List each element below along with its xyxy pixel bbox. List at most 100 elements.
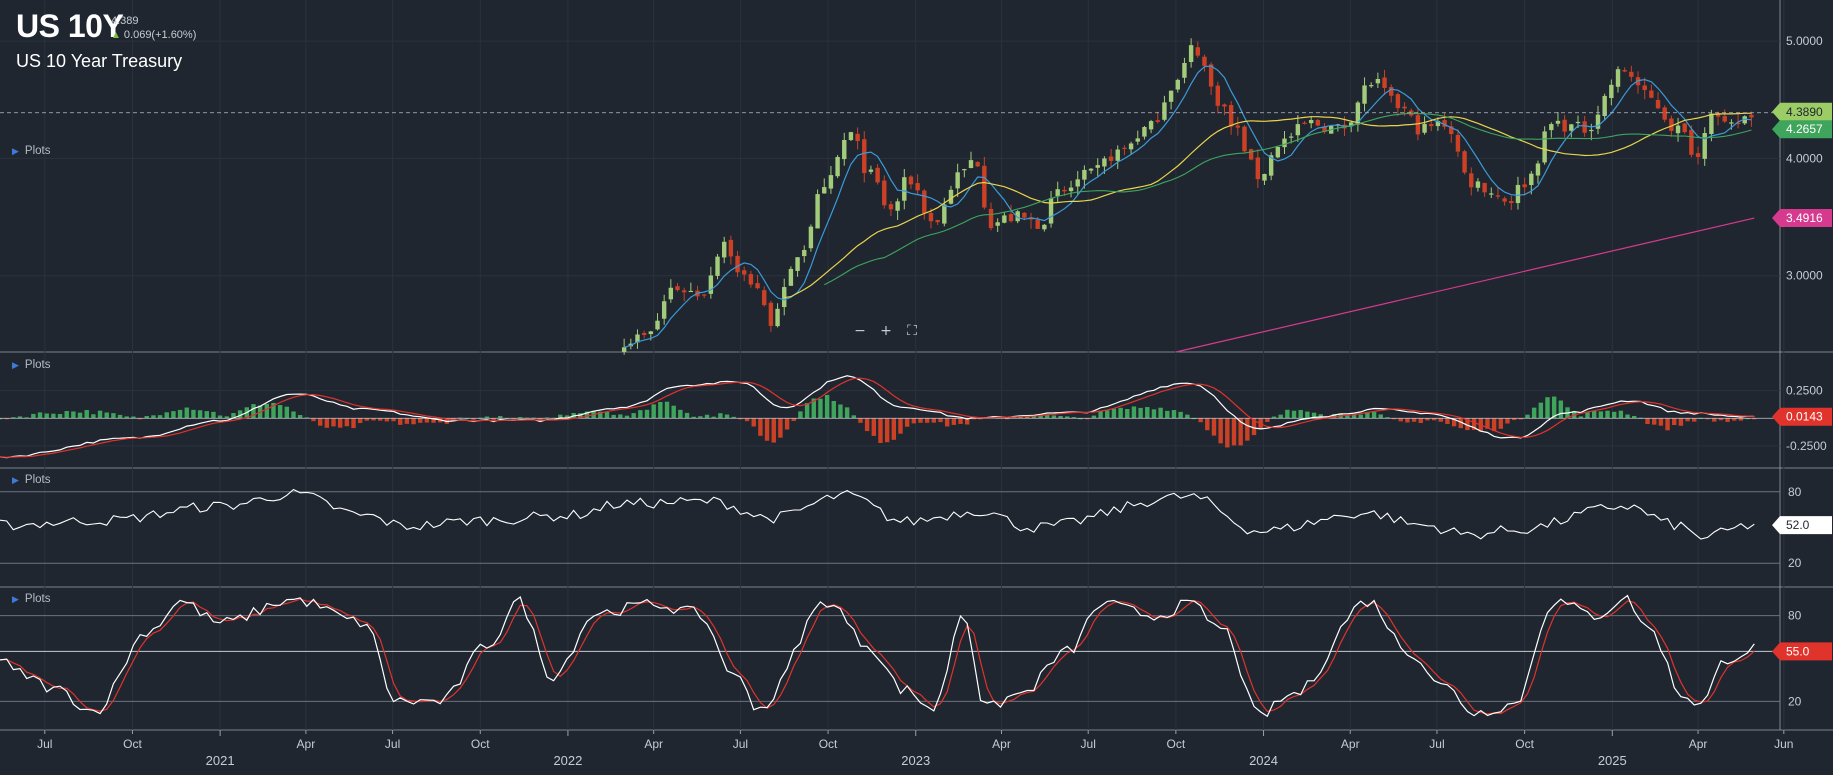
plots-toggle-stochastic[interactable]: ▶ Plots bbox=[12, 593, 51, 605]
candle-up bbox=[1515, 184, 1521, 204]
macd-histogram-bar bbox=[411, 418, 416, 425]
macd-histogram-bar bbox=[1672, 418, 1677, 426]
x-axis-month-label: Oct bbox=[1515, 737, 1534, 751]
macd-histogram-bar bbox=[4, 418, 9, 420]
macd-histogram-bar bbox=[378, 418, 383, 421]
ma-long-price-label: 3.4916 bbox=[1786, 211, 1823, 225]
candle-down bbox=[1382, 77, 1387, 88]
fullscreen-button[interactable]: ⛶ bbox=[907, 323, 917, 339]
candle-down bbox=[1469, 173, 1474, 188]
x-axis-month-label: Jul bbox=[733, 737, 748, 751]
candle-down bbox=[1242, 126, 1247, 152]
macd-histogram-bar bbox=[1665, 418, 1670, 431]
macd-histogram-bar bbox=[1538, 402, 1544, 419]
macd-histogram-bar bbox=[484, 416, 490, 419]
macd-histogram-bar bbox=[237, 410, 243, 419]
x-axis-year-label: 2025 bbox=[1598, 753, 1627, 768]
macd-histogram-bar bbox=[1752, 418, 1757, 420]
zoom-out-button[interactable]: − bbox=[854, 323, 866, 339]
candle-down bbox=[1415, 115, 1421, 135]
macd-histogram-bar bbox=[1111, 408, 1117, 419]
candle-down bbox=[1322, 126, 1327, 132]
candle-up bbox=[1162, 102, 1167, 120]
plots-toggle-macd[interactable]: ▶ Plots bbox=[12, 359, 51, 371]
macd-histogram-bar bbox=[1725, 418, 1730, 422]
candle-up bbox=[1148, 121, 1154, 130]
candle-up bbox=[1088, 168, 1094, 171]
candle-down bbox=[1122, 147, 1127, 150]
plots-toggle-price[interactable]: ▶ Plots bbox=[12, 145, 51, 157]
macd-histogram-bar bbox=[11, 417, 16, 419]
candle-up bbox=[1095, 165, 1100, 168]
candle-down bbox=[1642, 85, 1647, 91]
price-axis-tick: 3.0000 bbox=[1786, 269, 1823, 283]
candle-up bbox=[1542, 131, 1547, 163]
macd-histogram-bar bbox=[658, 401, 663, 419]
candle-up bbox=[1575, 121, 1581, 124]
macd-histogram-bar bbox=[1198, 418, 1203, 423]
candle-up bbox=[1435, 121, 1441, 127]
macd-histogram-bar bbox=[744, 418, 750, 422]
macd-histogram-bar bbox=[1171, 410, 1177, 419]
candle-down bbox=[928, 213, 934, 222]
candle-down bbox=[982, 165, 987, 208]
candle-up bbox=[1362, 85, 1367, 104]
candle-up bbox=[721, 241, 727, 258]
macd-histogram-bar bbox=[624, 415, 630, 419]
macd-histogram-bar bbox=[1085, 418, 1090, 420]
macd-histogram-bar bbox=[164, 412, 169, 419]
macd-histogram-bar bbox=[1451, 418, 1457, 427]
macd-histogram-bar bbox=[31, 413, 36, 419]
macd-histogram-bar bbox=[1318, 414, 1323, 419]
zoom-in-button[interactable]: + bbox=[880, 323, 892, 339]
macd-histogram-bar bbox=[904, 418, 910, 427]
x-axis-month-label: Jul bbox=[37, 737, 52, 751]
x-axis-month-label: Oct bbox=[819, 737, 838, 751]
macd-histogram-bar bbox=[1391, 418, 1397, 420]
candle-down bbox=[1662, 107, 1667, 120]
macd-histogram-bar bbox=[1692, 418, 1697, 422]
macd-histogram-bar bbox=[1645, 418, 1650, 425]
candle-up bbox=[1702, 133, 1707, 159]
macd-histogram-bar bbox=[131, 416, 136, 419]
macd-histogram-bar bbox=[818, 398, 823, 419]
plots-toggle-rsi[interactable]: ▶ Plots bbox=[12, 474, 51, 486]
x-axis-month-label: Apr bbox=[992, 737, 1011, 751]
macd-histogram-bar bbox=[931, 418, 937, 423]
macd-histogram-bar bbox=[564, 415, 570, 419]
candle-up bbox=[1102, 158, 1107, 167]
macd-histogram-bar bbox=[77, 412, 83, 419]
macd-histogram-bar bbox=[1551, 396, 1557, 419]
macd-histogram-bar bbox=[864, 418, 870, 432]
macd-axis-tick: -0.2500 bbox=[1786, 439, 1827, 453]
candle-down bbox=[1649, 90, 1654, 98]
candle-up bbox=[1128, 143, 1134, 150]
macd-histogram-bar bbox=[297, 415, 303, 419]
macd-histogram-bar bbox=[264, 403, 270, 419]
macd-histogram-bar bbox=[1218, 418, 1223, 444]
macd-histogram-bar bbox=[151, 415, 156, 419]
ma-short-price-label: 4.2657 bbox=[1786, 122, 1823, 136]
macd-histogram-bar bbox=[924, 418, 930, 423]
macd-histogram-bar bbox=[678, 409, 683, 419]
candle-up bbox=[1355, 102, 1361, 125]
candle-down bbox=[922, 190, 927, 214]
macd-histogram-bar bbox=[171, 411, 176, 419]
macd-histogram-bar bbox=[291, 411, 296, 419]
x-axis-month-label: Apr bbox=[297, 737, 316, 751]
macd-histogram-bar bbox=[324, 418, 330, 428]
macd-histogram-bar bbox=[938, 418, 943, 423]
triangle-right-icon: ▶ bbox=[12, 146, 19, 156]
candle-down bbox=[701, 294, 707, 296]
candle-up bbox=[948, 189, 954, 204]
macd-histogram-bar bbox=[1738, 418, 1744, 421]
plots-label: Plots bbox=[24, 359, 51, 371]
plots-label: Plots bbox=[24, 145, 51, 157]
ma-short-price-label-flag bbox=[1772, 120, 1832, 139]
triangle-right-icon: ▶ bbox=[12, 475, 19, 485]
candle-up bbox=[895, 201, 900, 211]
candle-up bbox=[1015, 211, 1020, 222]
candle-down bbox=[1402, 106, 1407, 109]
candle-down bbox=[882, 180, 887, 206]
